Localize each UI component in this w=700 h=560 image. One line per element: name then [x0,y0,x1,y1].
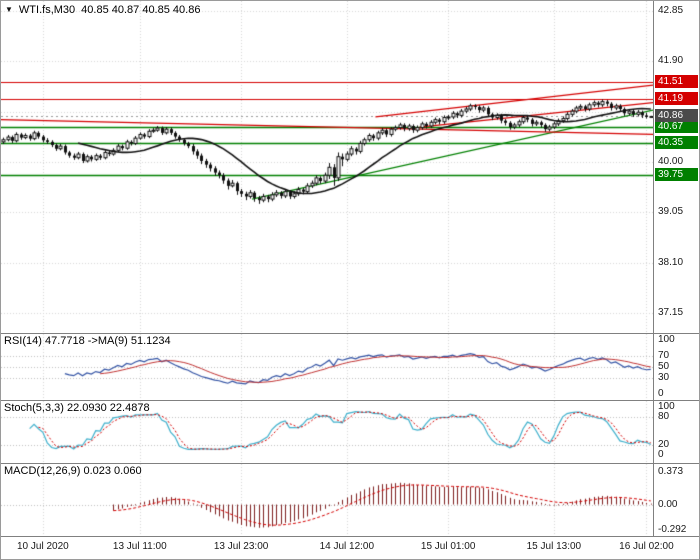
axis-tick: 50 [658,361,670,372]
rsi-axis[interactable]: 100 70 50 30 0 [653,334,698,400]
axis-tick: 0.373 [658,466,684,477]
axis-tick: 0 [658,449,664,460]
panel-separator[interactable] [1,333,699,334]
axis-tick: 100 [658,401,675,412]
time-label: 13 Jul 11:00 [112,541,167,552]
chart-title: ▼ WTI.fs,M30 40.85 40.87 40.85 40.86 [5,4,200,16]
time-label: 13 Jul 23:00 [213,541,269,552]
price-badge: 40.86 [655,109,698,123]
axis-tick: 70 [658,350,670,362]
axis-tick: 30 [658,371,670,383]
time-label: 10 Jul 2020 [16,541,69,552]
axis-tick: 80 [658,410,670,422]
symbol-timeframe-label: WTI.fs,M30 [18,4,76,16]
time-label: 14 Jul 12:00 [319,541,375,552]
rsi-canvas[interactable] [1,334,653,400]
panel-separator[interactable] [1,463,699,464]
axis-tick: 20 [658,439,670,451]
price-badge: 41.51 [655,74,698,88]
axis-tick: 38.10 [658,256,684,268]
main-chart-canvas[interactable] [1,1,653,333]
main-chart-panel: 42.85 41.90 40.00 39.05 38.10 37.15 41.51 41.19… [1,1,699,333]
axis-tick: 40.00 [658,156,684,167]
panel-separator[interactable] [1,536,699,537]
symbol-dropdown-icon[interactable]: ▼ [5,5,13,14]
macd-panel: 0.373 0.00 -0.292 MACD(12,26,9) 0.023 0.06… [1,464,699,536]
time-label: 15 Jul 13:00 [526,541,582,552]
price-axis[interactable]: 42.85 41.90 40.00 39.05 38.10 37.15 41.51 41.19… [653,1,698,333]
axis-tick: 0 [658,388,664,399]
axis-tick: 37.15 [658,307,684,318]
rsi-label: RSI(14) 47.7718 ->MA(9) 51.1234 [4,335,171,347]
price-badge: 40.67 [655,119,698,133]
axis-tick: 39.05 [658,206,684,218]
axis-tick: 0.00 [658,498,678,510]
macd-axis[interactable]: 0.373 0.00 -0.292 [653,464,698,536]
rsi-panel: 100 70 50 30 0 RSI(14) 47.7718 ->MA(9) 51.12… [1,334,699,400]
stoch-canvas[interactable] [1,401,653,463]
macd-canvas[interactable] [1,464,653,536]
time-axis[interactable]: 10 Jul 2020 13 Jul 11:00 13 Jul 23:00 14 Ju… [1,537,699,559]
price-badge: 41.19 [655,91,698,105]
axis-tick: -0.292 [658,524,687,535]
stoch-axis[interactable]: 100 80 20 0 [653,401,698,463]
axis-tick: 42.85 [658,5,684,16]
axis-tick: 100 [658,334,675,345]
axis-tick: 41.90 [658,55,684,67]
stoch-label: Stoch(5,3,3) 22.0930 22.4878 [4,402,150,414]
macd-label: MACD(12,26,9) 0.023 0.060 [4,465,142,477]
ohlc-readout: 40.85 40.87 40.85 40.86 [81,4,201,16]
price-badge: 39.75 [655,168,698,182]
stoch-panel: 100 80 20 0 Stoch(5,3,3) 22.0930 22.4878 [1,401,699,463]
price-badge: 40.35 [655,136,698,150]
time-label: 15 Jul 01:00 [420,541,476,552]
time-label: 16 Jul 02:00 [619,541,674,552]
panel-separator[interactable] [1,400,699,401]
